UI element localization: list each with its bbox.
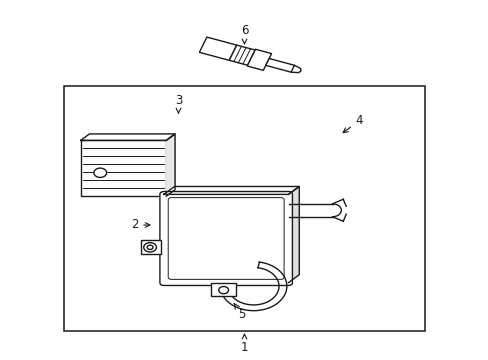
Text: 6: 6 <box>240 24 248 44</box>
Text: 2: 2 <box>130 219 150 231</box>
Polygon shape <box>288 186 299 283</box>
Polygon shape <box>166 134 175 196</box>
Bar <box>211 283 235 296</box>
Bar <box>247 49 271 70</box>
Text: 4: 4 <box>343 114 363 132</box>
Circle shape <box>147 245 153 249</box>
Circle shape <box>218 287 228 294</box>
Bar <box>229 45 255 65</box>
FancyBboxPatch shape <box>160 192 292 285</box>
Bar <box>265 59 294 72</box>
Text: 3: 3 <box>174 94 182 113</box>
Polygon shape <box>163 186 299 194</box>
Bar <box>63 86 425 331</box>
Text: 5: 5 <box>234 303 245 321</box>
Bar <box>141 240 161 254</box>
Text: 1: 1 <box>240 334 248 354</box>
Circle shape <box>143 243 156 252</box>
Bar <box>81 140 166 196</box>
Circle shape <box>94 168 106 177</box>
Bar <box>199 37 236 60</box>
Polygon shape <box>81 134 175 140</box>
